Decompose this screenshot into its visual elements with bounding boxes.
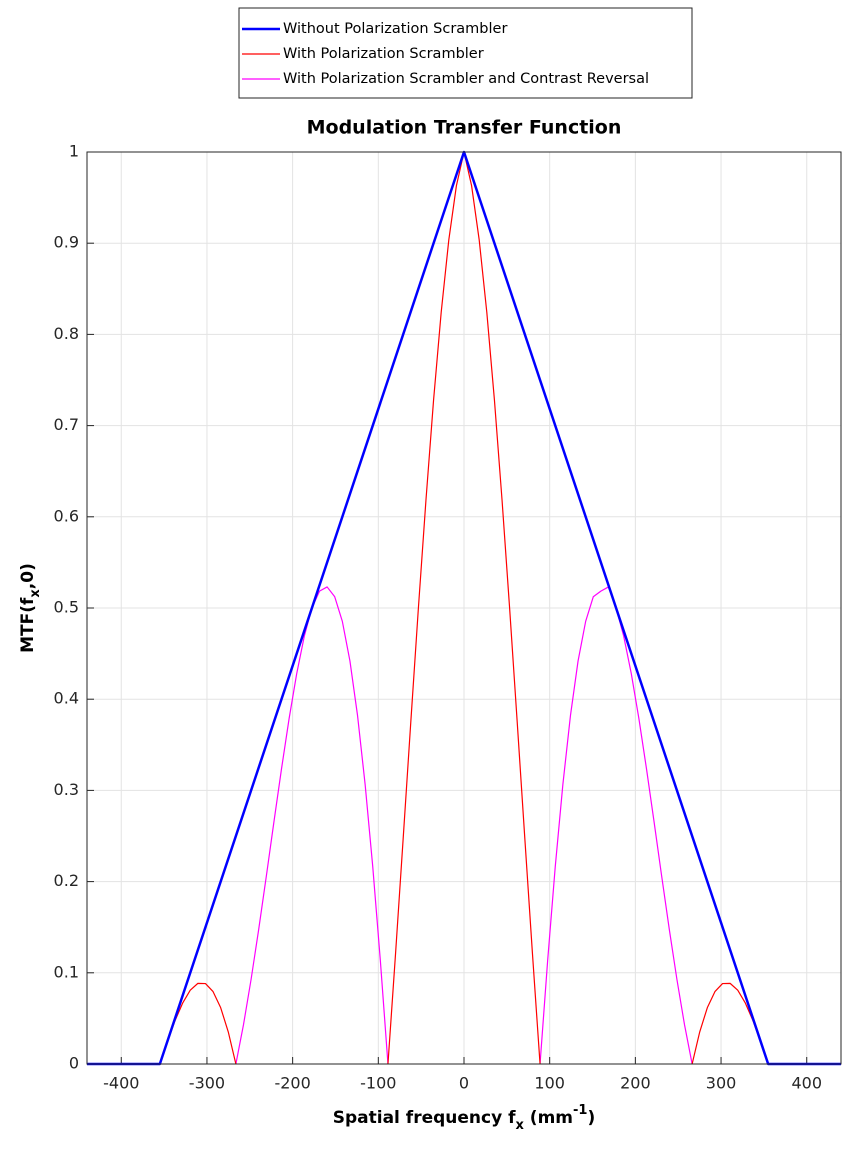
y-tick-label: 0.2 [54, 871, 79, 890]
x-axis-label: Spatial frequency fx (mm-1) [333, 1103, 596, 1133]
x-axis-label-part: (mm [524, 1108, 573, 1128]
x-tick-label: 100 [534, 1074, 565, 1093]
y-tick-label: 0.3 [54, 780, 79, 799]
x-tick-label: 200 [620, 1074, 651, 1093]
x-tick-label: 400 [791, 1074, 822, 1093]
y-tick-label: 1 [69, 142, 79, 161]
plot-frame [86, 151, 842, 1065]
y-axis-label-part: x [28, 589, 43, 598]
y-axis-label-part: MTF(f [18, 597, 38, 653]
y-tick-label: 0.1 [54, 962, 79, 981]
y-tick-label: 0.5 [54, 598, 79, 617]
y-axis-label-part: ,0) [18, 563, 38, 589]
x-tick-label: 0 [459, 1074, 469, 1093]
x-axis-label-part: ) [587, 1108, 595, 1128]
legend-box [238, 7, 693, 99]
legend-label: With Polarization Scrambler and Contrast… [283, 71, 649, 87]
y-axis-label: MTF(fx,0) [18, 563, 43, 653]
y-tick-label: 0.8 [54, 324, 79, 343]
x-tick-label: -300 [189, 1074, 225, 1093]
y-tick-label: 0.7 [54, 415, 79, 434]
y-tick-label: 0.6 [54, 506, 79, 525]
x-axis-label-part: -1 [573, 1103, 587, 1118]
x-axis-label-part: Spatial frequency f [333, 1108, 516, 1128]
x-tick-label: -100 [360, 1074, 396, 1093]
legend-label: Without Polarization Scrambler [283, 21, 507, 37]
legend-label: With Polarization Scrambler [283, 46, 484, 62]
x-axis-label-part: x [516, 1118, 525, 1133]
y-tick-label: 0.9 [54, 233, 79, 252]
y-tick-label: 0.4 [54, 689, 79, 708]
y-tick-label: 0 [69, 1054, 79, 1073]
x-tick-label: -200 [274, 1074, 310, 1093]
x-tick-label: -400 [103, 1074, 139, 1093]
chart-title: Modulation Transfer Function [307, 117, 622, 139]
x-tick-label: 300 [706, 1074, 737, 1093]
